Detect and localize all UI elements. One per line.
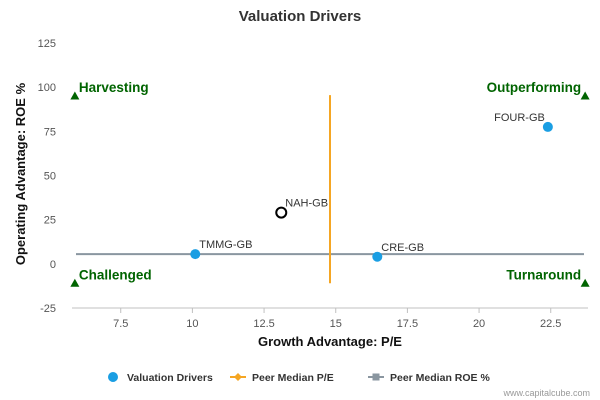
y-tick-label: 50	[44, 171, 56, 183]
x-tick-label: 7.5	[113, 318, 128, 330]
reference-lines	[76, 95, 584, 284]
legend-symbol-valuation-drivers	[108, 372, 118, 382]
legend: Valuation Drivers Peer Median P/E Peer Med…	[108, 372, 490, 384]
x-tick-label: 15	[330, 318, 342, 330]
legend-label-valuation-drivers: Valuation Drivers	[127, 372, 213, 384]
x-tick-label: 12.5	[253, 318, 274, 330]
y-tick-label: 100	[38, 82, 56, 94]
quadrant-marker-harvesting	[70, 91, 80, 100]
data-points: FOUR-GB NAH-GB TMMG-GB CRE-GB	[190, 112, 553, 262]
y-ticks: 125 100 75 50 25 0 -25	[38, 38, 56, 315]
point-four-gb	[542, 121, 553, 132]
credit-text: www.capitalcube.com	[502, 388, 590, 398]
x-ticks: 7.5 10 12.5 15 17.5 20 22.5	[113, 308, 561, 330]
y-tick-label: 25	[44, 215, 56, 227]
x-tick-label: 22.5	[540, 318, 561, 330]
legend-label-peer-median-p-e: Peer Median P/E	[252, 372, 334, 384]
quadrant-label-outperforming: Outperforming	[487, 80, 582, 95]
quadrant-marker-outperforming	[580, 91, 590, 100]
x-tick-label: 10	[186, 318, 198, 330]
point-label-cre-gb: CRE-GB	[381, 242, 424, 254]
x-tick-label: 20	[473, 318, 485, 330]
quadrant-labels: Harvesting Outperforming Challenged Turnaro…	[70, 80, 590, 287]
y-tick-label: 125	[38, 38, 56, 50]
quadrant-label-challenged: Challenged	[79, 267, 152, 282]
quadrant-label-turnaround: Turnaround	[506, 267, 581, 282]
point-nah-gb	[275, 206, 288, 219]
quadrant-marker-turnaround	[580, 278, 590, 287]
point-label-four-gb: FOUR-GB	[494, 112, 545, 124]
point-cre-gb	[372, 251, 383, 262]
chart-title: Valuation Drivers	[239, 8, 362, 25]
point-label-tmmg-gb: TMMG-GB	[199, 239, 252, 251]
quadrant-label-harvesting: Harvesting	[79, 80, 149, 95]
y-tick-label: -25	[40, 303, 56, 315]
point-tmmg-gb	[190, 249, 201, 260]
point-label-nah-gb: NAH-GB	[285, 198, 328, 210]
y-axis-title: Operating Advantage: ROE %	[13, 82, 28, 265]
legend-symbol-peer-median-roe	[372, 373, 380, 381]
legend-label-peer-median-roe: Peer Median ROE %	[390, 372, 490, 384]
quadrant-marker-challenged	[70, 278, 80, 287]
y-tick-label: 75	[44, 126, 56, 138]
y-tick-label: 0	[50, 259, 56, 271]
x-tick-label: 17.5	[397, 318, 418, 330]
legend-symbol-peer-median-p-e	[234, 373, 242, 381]
x-axis-title: Growth Advantage: P/E	[258, 334, 402, 349]
